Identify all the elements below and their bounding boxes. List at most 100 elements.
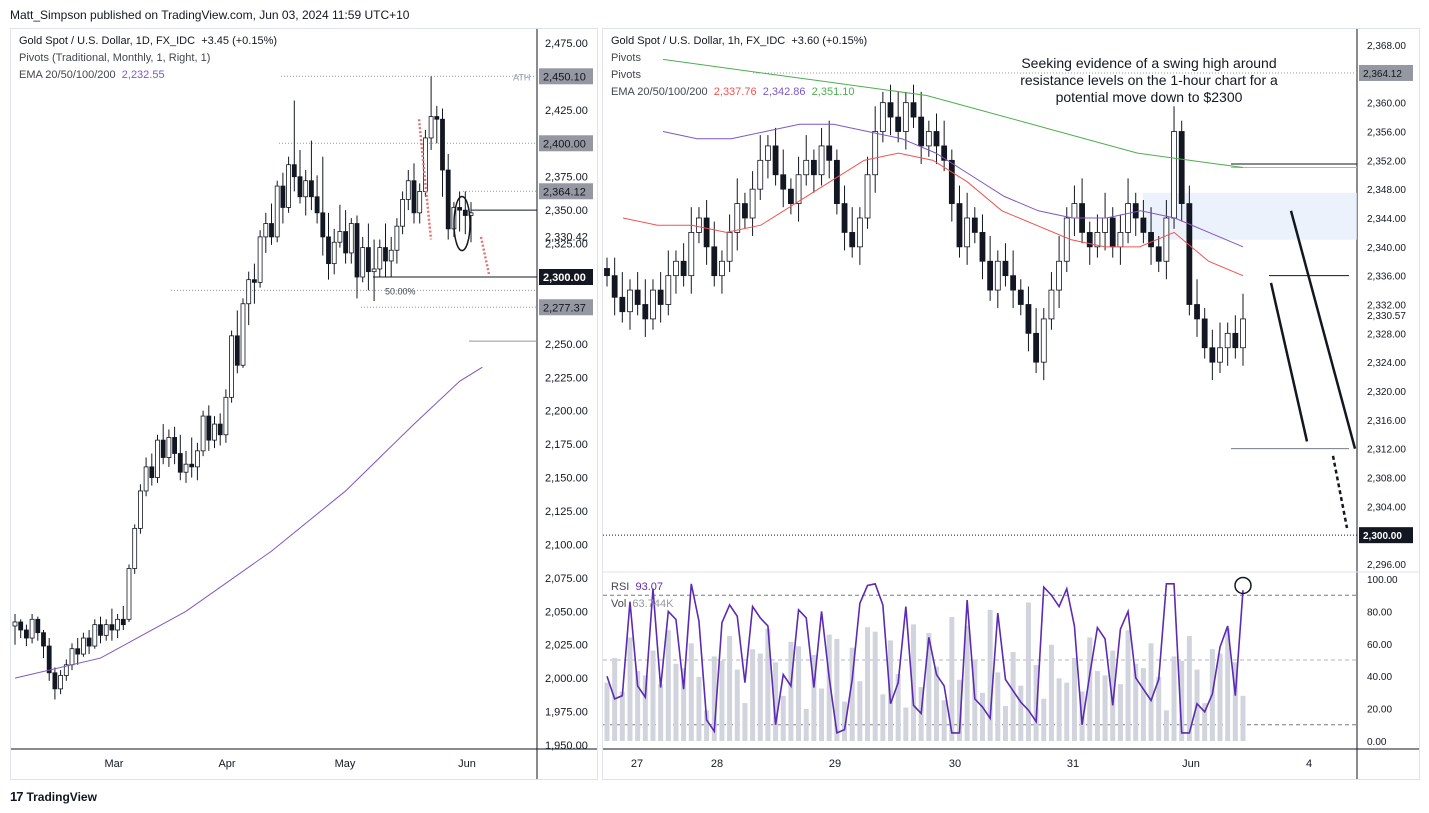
- candle-body: [149, 466, 155, 478]
- volume-bar: [803, 708, 809, 741]
- candle-body: [217, 423, 223, 436]
- volume-bar: [941, 700, 947, 741]
- candle-body: [303, 180, 309, 198]
- y-tick-label: 2,150.00: [545, 473, 588, 485]
- daily-chart-panel[interactable]: 2,475.00 2,425.00 2,375.00 2,350.00 2,325.00…: [10, 28, 598, 780]
- price-tag-label: 2,330.57: [1367, 311, 1406, 322]
- candle-body: [52, 672, 58, 690]
- y-tick-label: 2,320.00: [1367, 387, 1406, 398]
- y-tick-label: 2,316.00: [1367, 416, 1406, 427]
- daily-pivots-legend: Pivots (Traditional, Monthly, 1, Right, …: [19, 52, 211, 64]
- candle-body: [388, 249, 394, 262]
- volume-bar: [949, 617, 955, 741]
- volume-bar: [1018, 685, 1024, 741]
- x-tick-label: 30: [949, 758, 961, 770]
- candle-body: [619, 296, 626, 313]
- volume-bar: [972, 659, 978, 741]
- candle-body: [1201, 318, 1208, 349]
- candle-body: [925, 131, 932, 147]
- volume-bar: [635, 671, 641, 741]
- y-tick-label: 2,368.00: [1367, 41, 1406, 52]
- candle-body: [803, 159, 810, 176]
- volume-bar: [1156, 676, 1162, 741]
- hourly-chart-title: Gold Spot / U.S. Dollar, 1h, FX_IDC +3.6…: [611, 35, 868, 47]
- candle-body: [354, 223, 360, 278]
- candle-body: [719, 260, 725, 277]
- volume-bar: [742, 703, 748, 741]
- candle-body: [887, 102, 894, 118]
- candle-body: [206, 415, 212, 441]
- candle-body: [246, 279, 252, 305]
- volume-bar: [665, 630, 671, 741]
- volume-bar: [819, 688, 825, 741]
- y-tick-label: 2,356.00: [1367, 128, 1406, 139]
- x-tick-label: 28: [711, 758, 723, 770]
- y-tick-label: 2,475.00: [545, 38, 588, 50]
- volume-bar: [696, 676, 702, 741]
- price-tag-bg: [539, 135, 593, 152]
- y-tick-label: 2,344.00: [1367, 214, 1406, 225]
- candle-body: [833, 159, 840, 204]
- candle-body: [742, 203, 748, 219]
- price-tag-bg: [539, 68, 593, 85]
- candle-body: [143, 466, 149, 492]
- candle-body: [1171, 131, 1177, 219]
- volume-bar: [1064, 682, 1070, 741]
- volume-bar: [627, 637, 633, 741]
- candle-body: [634, 289, 641, 305]
- rsi-tick-label: 0.00: [1367, 737, 1387, 748]
- candle-body: [650, 289, 656, 320]
- candle-body: [434, 116, 440, 120]
- candle-body: [75, 648, 81, 655]
- volume-bar: [1232, 662, 1238, 741]
- y-tick-label: 2,200.00: [545, 406, 588, 418]
- candle-body: [58, 675, 63, 690]
- candle-body: [1002, 260, 1009, 277]
- y-tick-label: 2,296.00: [1367, 560, 1406, 571]
- candle-body: [394, 225, 400, 251]
- candle-body: [1056, 260, 1062, 291]
- daily-chart-title: Gold Spot / U.S. Dollar, 1D, FX_IDC +3.4…: [19, 35, 278, 47]
- candle-body: [417, 191, 423, 214]
- candle-body: [445, 169, 451, 230]
- candle-body: [1125, 203, 1131, 233]
- hourly-ema-legend: EMA 20/50/100/200 2,337.76 2,342.86 2,35…: [611, 86, 855, 98]
- hourly-chart-panel[interactable]: 2,368.002,364.002,360.002,356.002,352.00…: [602, 28, 1420, 780]
- publish-header: Matt_Simpson published on TradingView.co…: [10, 8, 410, 22]
- ema-50-line: [622, 152, 1244, 277]
- candle-body: [400, 199, 406, 227]
- price-tag-label: 2,364.12: [1363, 69, 1402, 80]
- candle-body: [12, 621, 18, 627]
- projection-arrow: [1331, 455, 1349, 529]
- tradingview-footer[interactable]: 17 TradingView: [10, 789, 97, 804]
- volume-bar: [888, 640, 894, 741]
- y-tick-label: 2,324.00: [1367, 358, 1406, 369]
- candle-body: [138, 490, 143, 529]
- ath-label: ATH: [513, 72, 530, 82]
- candle-body: [132, 527, 138, 569]
- candle-body: [642, 304, 649, 320]
- candle-body: [688, 232, 695, 277]
- candle-body: [331, 241, 337, 265]
- candle-body: [1040, 318, 1047, 363]
- candle-body: [291, 164, 297, 178]
- candle-body: [297, 176, 303, 198]
- volume-bar: [1133, 663, 1139, 741]
- fib-label: 50.00%: [385, 286, 416, 296]
- volume-bar: [1217, 653, 1223, 741]
- candle-body: [1155, 246, 1162, 262]
- rsi-line: [606, 582, 1244, 735]
- candle-body: [1148, 232, 1154, 248]
- hourly-chart[interactable]: 2,368.002,364.002,360.002,356.002,352.00…: [603, 29, 1419, 779]
- candle-body: [166, 437, 172, 458]
- y-tick-label: 2,175.00: [545, 439, 588, 451]
- candle-body: [274, 185, 280, 238]
- candle-body: [1010, 275, 1017, 291]
- y-tick-label: 2,075.00: [545, 573, 588, 585]
- y-tick-label: 2,312.00: [1367, 445, 1406, 456]
- daily-chart[interactable]: 2,475.00 2,425.00 2,375.00 2,350.00 2,325.00…: [11, 29, 597, 779]
- candle-body: [872, 131, 879, 176]
- candle-body: [757, 159, 764, 190]
- candle-body: [1025, 304, 1032, 334]
- candle-body: [183, 463, 189, 473]
